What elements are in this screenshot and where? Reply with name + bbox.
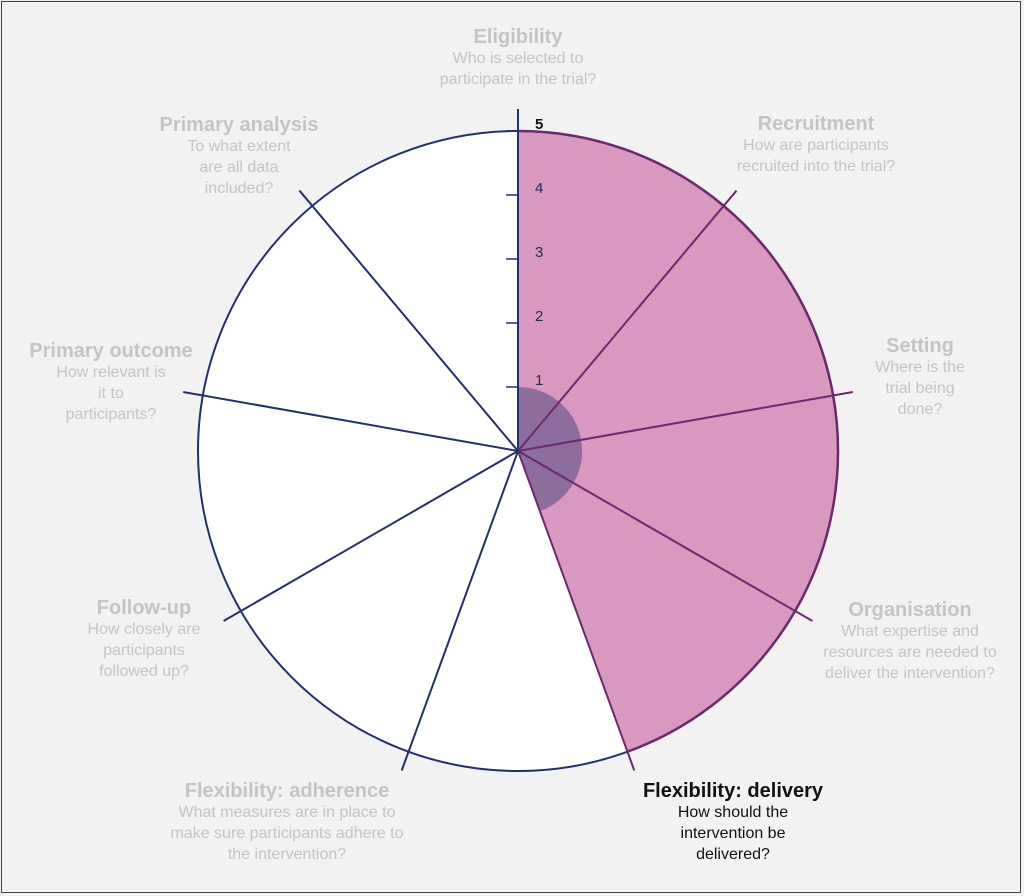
spoke-primary-outcome <box>182 390 519 452</box>
sector-organisation <box>518 451 796 752</box>
domain-question: What expertise and resources are needed … <box>823 623 997 682</box>
domain-question: What measures are in place to make sure … <box>170 804 404 863</box>
scale-tick-label: 2 <box>535 308 543 325</box>
spoke-recruitment <box>517 189 738 452</box>
sector-eligibility <box>518 131 724 451</box>
scale-tick-label: 1 <box>535 372 543 389</box>
spoke-setting <box>517 390 854 452</box>
score-wedge-recruitment <box>518 401 582 451</box>
domain-title: Primary analysis <box>159 114 319 136</box>
domain-title: Recruitment <box>757 113 875 135</box>
domain-question: Who is selected to participate in the tr… <box>439 50 597 88</box>
spoke-organisation <box>517 450 813 622</box>
domain-title: Organisation <box>848 599 972 621</box>
spoke-follow-up <box>223 450 519 622</box>
domain-title: Eligibility <box>473 26 563 48</box>
domain-question: How relevant is it to participants? <box>56 364 166 423</box>
domain-title: Flexibility: delivery <box>642 780 824 802</box>
label-eligibility: Eligibility Who is selected to participa… <box>400 27 636 90</box>
domain-title: Primary outcome <box>29 340 193 362</box>
domain-title: Follow-up <box>96 597 192 619</box>
spoke-flexibility-adherence <box>400 450 519 771</box>
label-setting: Setting Where is the trial being done? <box>862 336 978 420</box>
domain-title: Flexibility: adherence <box>184 780 390 802</box>
label-recruitment: Recruitment How are participants recruit… <box>716 114 916 177</box>
scale-tick-label: 4 <box>535 180 543 197</box>
label-organisation: Organisation What expertise and resource… <box>812 600 1008 684</box>
domain-question: Where is the trial being done? <box>875 359 965 418</box>
score-wedge-organisation <box>518 451 574 512</box>
sector-setting <box>518 395 838 611</box>
label-flexibility-adherence: Flexibility: adherence What measures are… <box>164 781 410 865</box>
scale-tick-label: 5 <box>535 116 543 133</box>
label-flexibility-delivery: Flexibility: delivery How should the int… <box>630 781 836 865</box>
label-primary-outcome: Primary outcome How relevant is it to pa… <box>18 341 204 425</box>
domain-question: How should the intervention be delivered… <box>677 804 789 863</box>
domain-question: To what extent are all data included? <box>187 138 291 197</box>
label-follow-up: Follow-up How closely are participants f… <box>64 598 224 682</box>
domain-question: How closely are participants followed up… <box>87 621 201 680</box>
domain-title: Setting <box>886 335 954 357</box>
spoke-flexibility-delivery <box>517 450 636 771</box>
score-wedge-eligibility <box>518 387 560 451</box>
score-wedge-setting <box>518 439 582 483</box>
domain-question: How are participants recruited into the … <box>736 137 896 175</box>
scale-tick-label: 3 <box>535 244 543 261</box>
spoke-primary-analysis <box>298 189 519 452</box>
sector-recruitment <box>518 205 834 451</box>
label-primary-analysis: Primary analysis To what extent are all … <box>146 115 332 199</box>
